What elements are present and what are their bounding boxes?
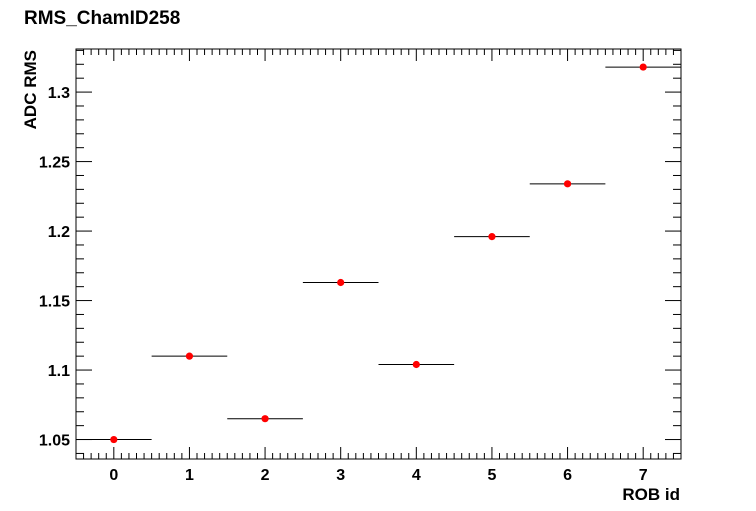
data-point bbox=[563, 180, 572, 188]
data-point bbox=[110, 435, 118, 444]
data-point bbox=[488, 233, 496, 241]
data-point bbox=[412, 360, 420, 369]
x-tick-label: 1 bbox=[185, 467, 194, 484]
x-tick-label: 0 bbox=[109, 467, 118, 484]
y-tick-label: 1.05 bbox=[39, 433, 70, 450]
y-axis-tick-labels: 1.05 1.1 1.15 1.2 1.25 1.3 bbox=[39, 85, 70, 449]
x-tick-label: 2 bbox=[261, 467, 270, 484]
y-tick-label: 1.15 bbox=[39, 294, 70, 311]
plot-frame bbox=[75, 48, 682, 460]
x-tick-label: 7 bbox=[639, 467, 648, 484]
x-tick-label: 5 bbox=[487, 467, 496, 484]
x-tick-label: 4 bbox=[412, 467, 421, 484]
x-axis-ticks bbox=[75, 49, 682, 459]
x-axis-label: ROB id bbox=[622, 485, 680, 504]
error-bars bbox=[76, 66, 681, 441]
data-point bbox=[261, 415, 269, 423]
x-tick-label: 6 bbox=[563, 467, 572, 484]
x-axis-tick-labels: 0 1 2 3 4 5 6 7 bbox=[109, 467, 647, 484]
y-tick-label: 1.25 bbox=[39, 155, 70, 172]
data-points bbox=[110, 63, 647, 444]
data-point bbox=[337, 278, 345, 287]
y-axis-ticks bbox=[76, 49, 681, 454]
data-point bbox=[185, 352, 194, 360]
x-tick-label: 3 bbox=[336, 467, 345, 484]
chart-title: RMS_ChamID258 bbox=[24, 8, 180, 29]
y-tick-label: 1.2 bbox=[48, 224, 70, 241]
y-tick-label: 1.3 bbox=[48, 85, 70, 102]
y-tick-label: 1.1 bbox=[48, 363, 70, 380]
y-axis-label: ADC RMS bbox=[21, 50, 40, 129]
data-point bbox=[639, 63, 647, 71]
